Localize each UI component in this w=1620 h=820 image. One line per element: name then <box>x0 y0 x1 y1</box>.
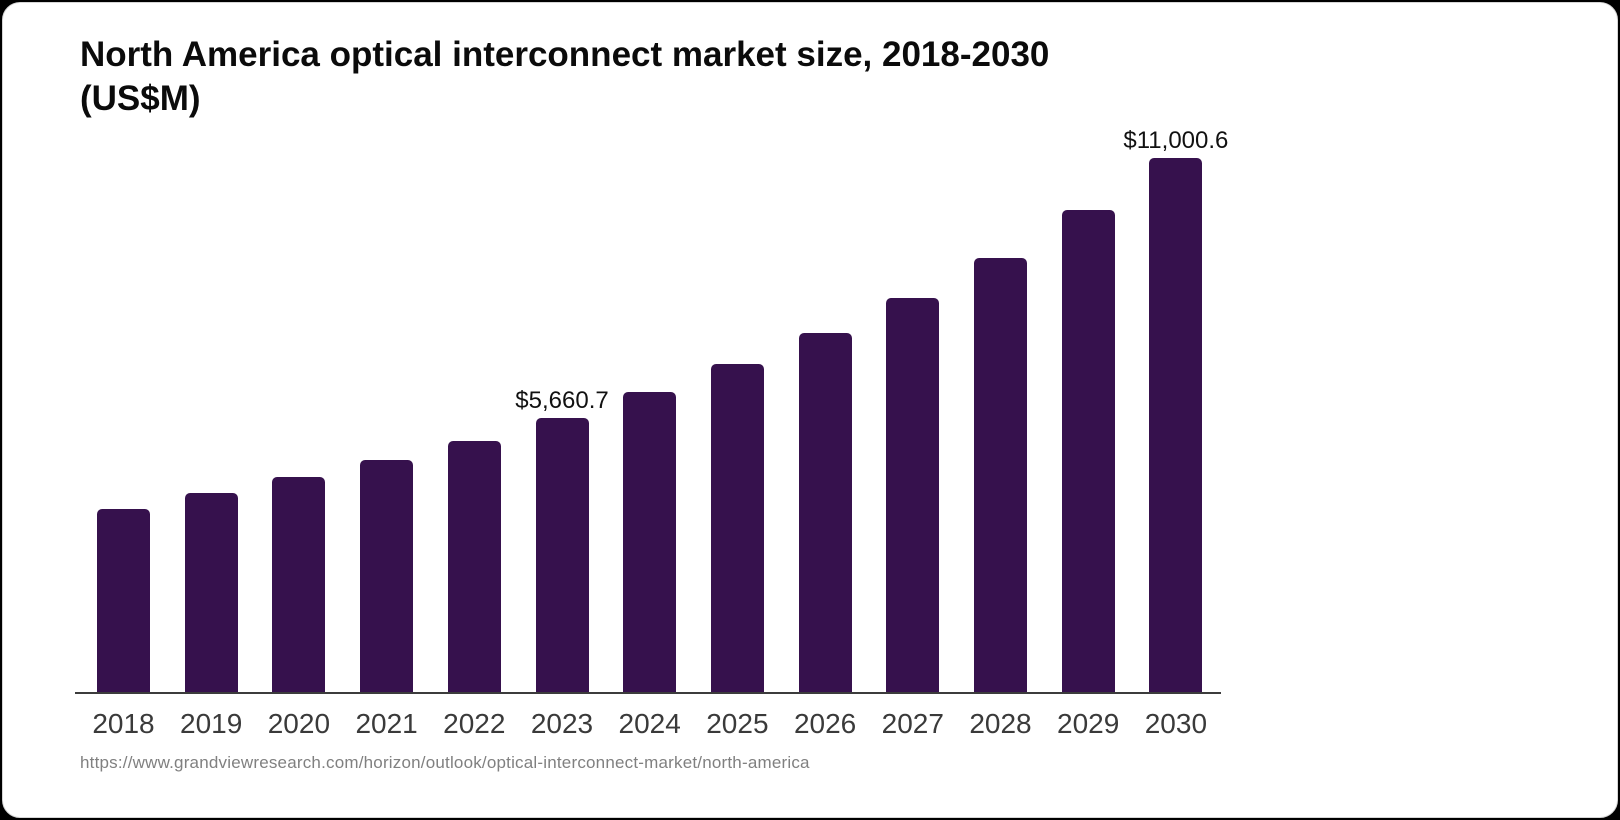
bar-2029 <box>1061 210 1115 693</box>
x-tick-2027: 2027 <box>881 708 944 739</box>
bar-2020 <box>272 477 326 693</box>
chart-title-line1: North America optical interconnect marke… <box>80 35 1050 74</box>
bar-2028 <box>974 258 1027 693</box>
x-tick-2020: 2020 <box>267 708 331 739</box>
x-tick-2028: 2028 <box>969 708 1032 739</box>
bar-2019 <box>184 493 238 693</box>
bar-2027 <box>886 298 940 693</box>
x-tick-2026: 2026 <box>793 708 857 739</box>
bar-2030 <box>1149 158 1203 693</box>
chart-title: North America optical interconnect marke… <box>80 33 1280 121</box>
x-tick-2029: 2029 <box>1057 708 1120 739</box>
source-url: https://www.grandviewresearch.com/horizo… <box>80 753 810 772</box>
chart-title-line2: (US$M) <box>80 79 201 118</box>
bar-2022 <box>447 441 501 693</box>
x-tick-2018: 2018 <box>92 708 155 739</box>
bar-2024 <box>623 392 677 693</box>
value-label-2023: $5,660.7 <box>515 387 609 414</box>
x-tick-2023: 2023 <box>530 708 594 739</box>
x-tick-2021: 2021 <box>355 708 418 739</box>
x-tick-2030: 2030 <box>1144 708 1208 739</box>
bar-2026 <box>798 333 852 693</box>
x-tick-2019: 2019 <box>180 708 243 739</box>
x-tick-2022: 2022 <box>443 708 506 739</box>
bar-2018 <box>97 509 150 693</box>
x-tick-2024: 2024 <box>618 708 681 739</box>
bar-2025 <box>710 364 764 693</box>
value-label-2030: $11,000.6 <box>1123 127 1229 154</box>
x-tick-2025: 2025 <box>706 708 769 739</box>
x-axis-line <box>75 692 1221 694</box>
bar-2023 <box>535 418 589 693</box>
bar-2021 <box>360 460 414 693</box>
